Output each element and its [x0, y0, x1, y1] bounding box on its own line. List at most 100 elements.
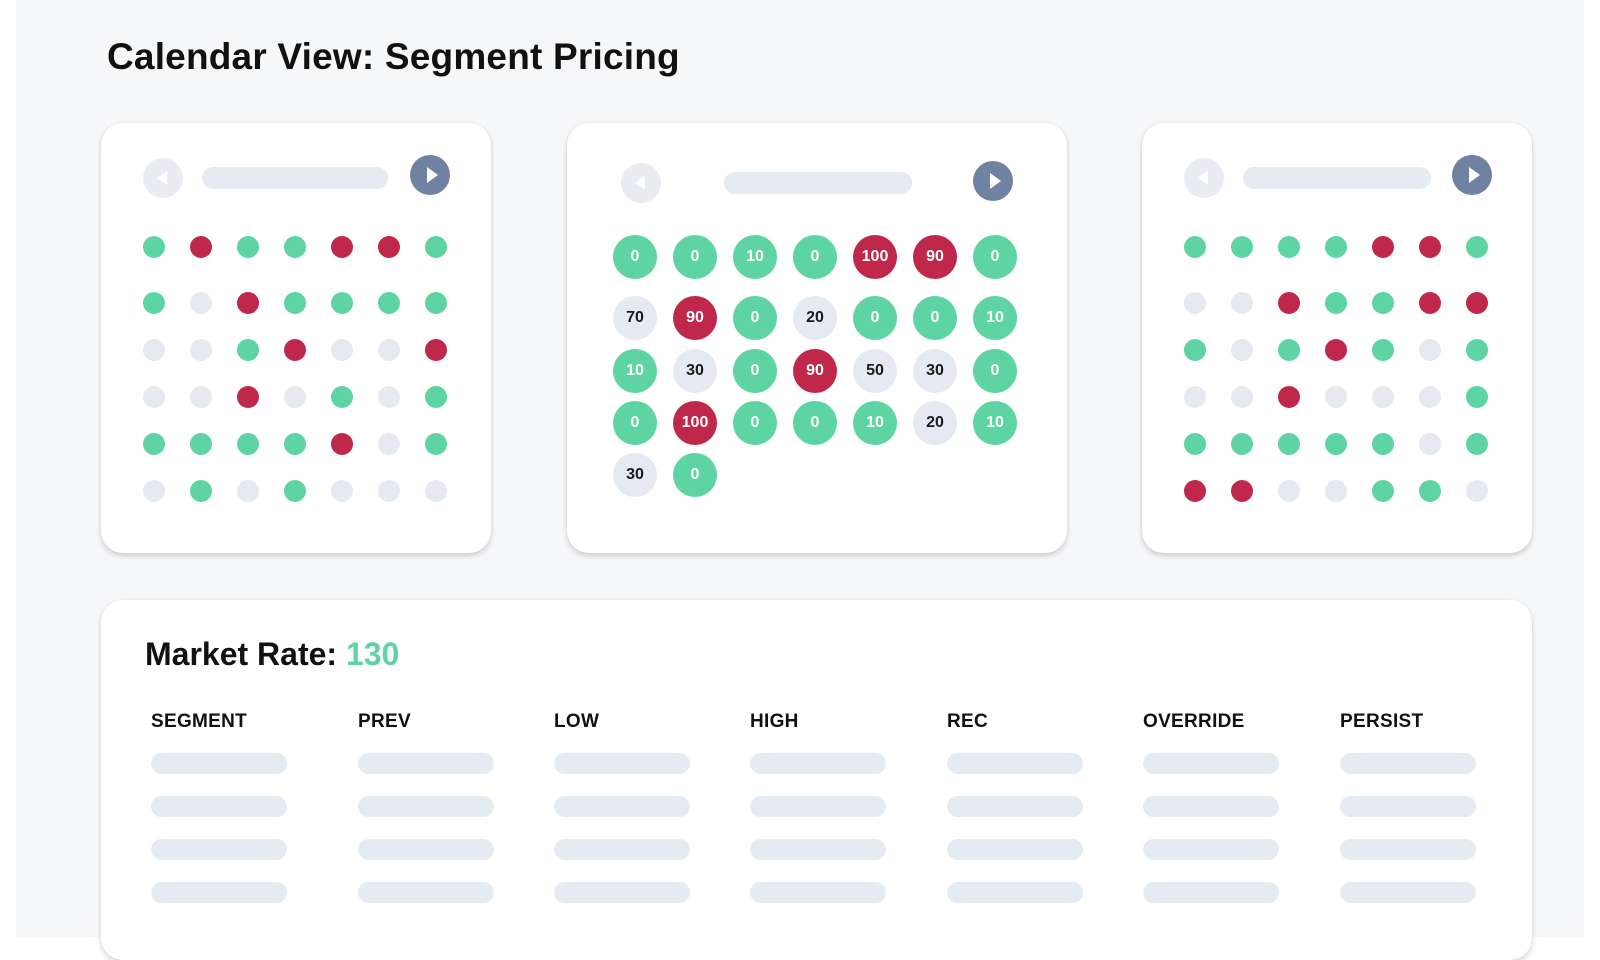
calendar-day[interactable]	[1372, 386, 1394, 408]
calendar-day[interactable]	[237, 433, 259, 455]
calendar-day[interactable]	[1419, 236, 1441, 258]
calendar-day[interactable]	[284, 480, 306, 502]
calendar-day[interactable]	[1372, 480, 1394, 502]
calendar-day[interactable]	[1419, 339, 1441, 361]
calendar-day[interactable]	[1372, 339, 1394, 361]
calendar-day[interactable]	[1372, 236, 1394, 258]
calendar-day-cell[interactable]: 0	[733, 349, 777, 393]
prev-month-button[interactable]	[621, 163, 661, 203]
calendar-day[interactable]	[1325, 386, 1347, 408]
calendar-day-cell[interactable]: 10	[853, 401, 897, 445]
calendar-day[interactable]	[143, 386, 165, 408]
calendar-day-cell[interactable]: 0	[973, 235, 1017, 279]
calendar-day-cell[interactable]: 0	[913, 296, 957, 340]
calendar-day[interactable]	[425, 386, 447, 408]
prev-month-button[interactable]	[1184, 158, 1224, 198]
calendar-day[interactable]	[425, 480, 447, 502]
calendar-day-cell[interactable]: 50	[853, 349, 897, 393]
calendar-day-cell[interactable]: 70	[613, 296, 657, 340]
calendar-day[interactable]	[378, 292, 400, 314]
calendar-day-cell[interactable]: 10	[973, 296, 1017, 340]
calendar-day[interactable]	[143, 339, 165, 361]
calendar-day[interactable]	[331, 339, 353, 361]
calendar-day[interactable]	[237, 292, 259, 314]
calendar-day[interactable]	[1372, 292, 1394, 314]
calendar-day-cell[interactable]: 0	[673, 235, 717, 279]
calendar-day[interactable]	[284, 339, 306, 361]
calendar-day[interactable]	[331, 480, 353, 502]
calendar-day-cell[interactable]: 90	[673, 296, 717, 340]
calendar-day-cell[interactable]: 0	[733, 296, 777, 340]
calendar-day-cell[interactable]: 0	[793, 401, 837, 445]
calendar-day[interactable]	[190, 480, 212, 502]
calendar-day[interactable]	[331, 433, 353, 455]
calendar-day[interactable]	[1184, 386, 1206, 408]
calendar-day[interactable]	[378, 386, 400, 408]
calendar-day[interactable]	[1231, 292, 1253, 314]
calendar-day[interactable]	[190, 386, 212, 408]
calendar-day[interactable]	[1184, 292, 1206, 314]
calendar-day[interactable]	[1325, 236, 1347, 258]
calendar-day-cell[interactable]: 10	[613, 349, 657, 393]
calendar-day[interactable]	[1231, 339, 1253, 361]
calendar-day[interactable]	[1231, 386, 1253, 408]
calendar-day-cell[interactable]: 30	[613, 453, 657, 497]
calendar-day[interactable]	[1419, 433, 1441, 455]
calendar-day[interactable]	[1278, 433, 1300, 455]
calendar-day[interactable]	[190, 339, 212, 361]
calendar-day[interactable]	[1278, 480, 1300, 502]
calendar-day[interactable]	[1466, 236, 1488, 258]
calendar-day[interactable]	[143, 292, 165, 314]
calendar-day[interactable]	[237, 236, 259, 258]
calendar-day-cell[interactable]: 0	[973, 349, 1017, 393]
calendar-day[interactable]	[331, 292, 353, 314]
calendar-day[interactable]	[425, 292, 447, 314]
calendar-day-cell[interactable]: 30	[913, 349, 957, 393]
calendar-day-cell[interactable]: 0	[793, 235, 837, 279]
calendar-day[interactable]	[1466, 433, 1488, 455]
calendar-day[interactable]	[1325, 480, 1347, 502]
calendar-day[interactable]	[1419, 480, 1441, 502]
calendar-day[interactable]	[331, 386, 353, 408]
calendar-day[interactable]	[425, 339, 447, 361]
calendar-day[interactable]	[425, 433, 447, 455]
calendar-day[interactable]	[1419, 292, 1441, 314]
calendar-day[interactable]	[1466, 386, 1488, 408]
calendar-day-cell[interactable]: 0	[613, 235, 657, 279]
calendar-day[interactable]	[237, 480, 259, 502]
next-month-button[interactable]	[410, 155, 450, 195]
calendar-day-cell[interactable]: 0	[733, 401, 777, 445]
calendar-day[interactable]	[1466, 339, 1488, 361]
calendar-day-cell[interactable]: 100	[673, 401, 717, 445]
calendar-day[interactable]	[1419, 386, 1441, 408]
calendar-day[interactable]	[1278, 386, 1300, 408]
calendar-day[interactable]	[1231, 433, 1253, 455]
calendar-day[interactable]	[1231, 236, 1253, 258]
calendar-day[interactable]	[143, 480, 165, 502]
calendar-day[interactable]	[143, 236, 165, 258]
calendar-day-cell[interactable]: 0	[613, 401, 657, 445]
calendar-day[interactable]	[378, 480, 400, 502]
calendar-day-cell[interactable]: 10	[733, 235, 777, 279]
calendar-day[interactable]	[378, 339, 400, 361]
calendar-day-cell[interactable]: 10	[973, 401, 1017, 445]
calendar-day[interactable]	[1184, 433, 1206, 455]
prev-month-button[interactable]	[143, 158, 183, 198]
calendar-day[interactable]	[1325, 292, 1347, 314]
calendar-day[interactable]	[1466, 292, 1488, 314]
calendar-day[interactable]	[1184, 236, 1206, 258]
calendar-day[interactable]	[1278, 236, 1300, 258]
calendar-day[interactable]	[284, 292, 306, 314]
calendar-day[interactable]	[425, 236, 447, 258]
calendar-day[interactable]	[284, 236, 306, 258]
calendar-day[interactable]	[1278, 292, 1300, 314]
calendar-day[interactable]	[284, 386, 306, 408]
calendar-day[interactable]	[237, 386, 259, 408]
calendar-day[interactable]	[1372, 433, 1394, 455]
calendar-day[interactable]	[331, 236, 353, 258]
calendar-day[interactable]	[237, 339, 259, 361]
calendar-day[interactable]	[1325, 339, 1347, 361]
calendar-day-cell[interactable]: 90	[793, 349, 837, 393]
calendar-day[interactable]	[190, 292, 212, 314]
calendar-day[interactable]	[1325, 433, 1347, 455]
